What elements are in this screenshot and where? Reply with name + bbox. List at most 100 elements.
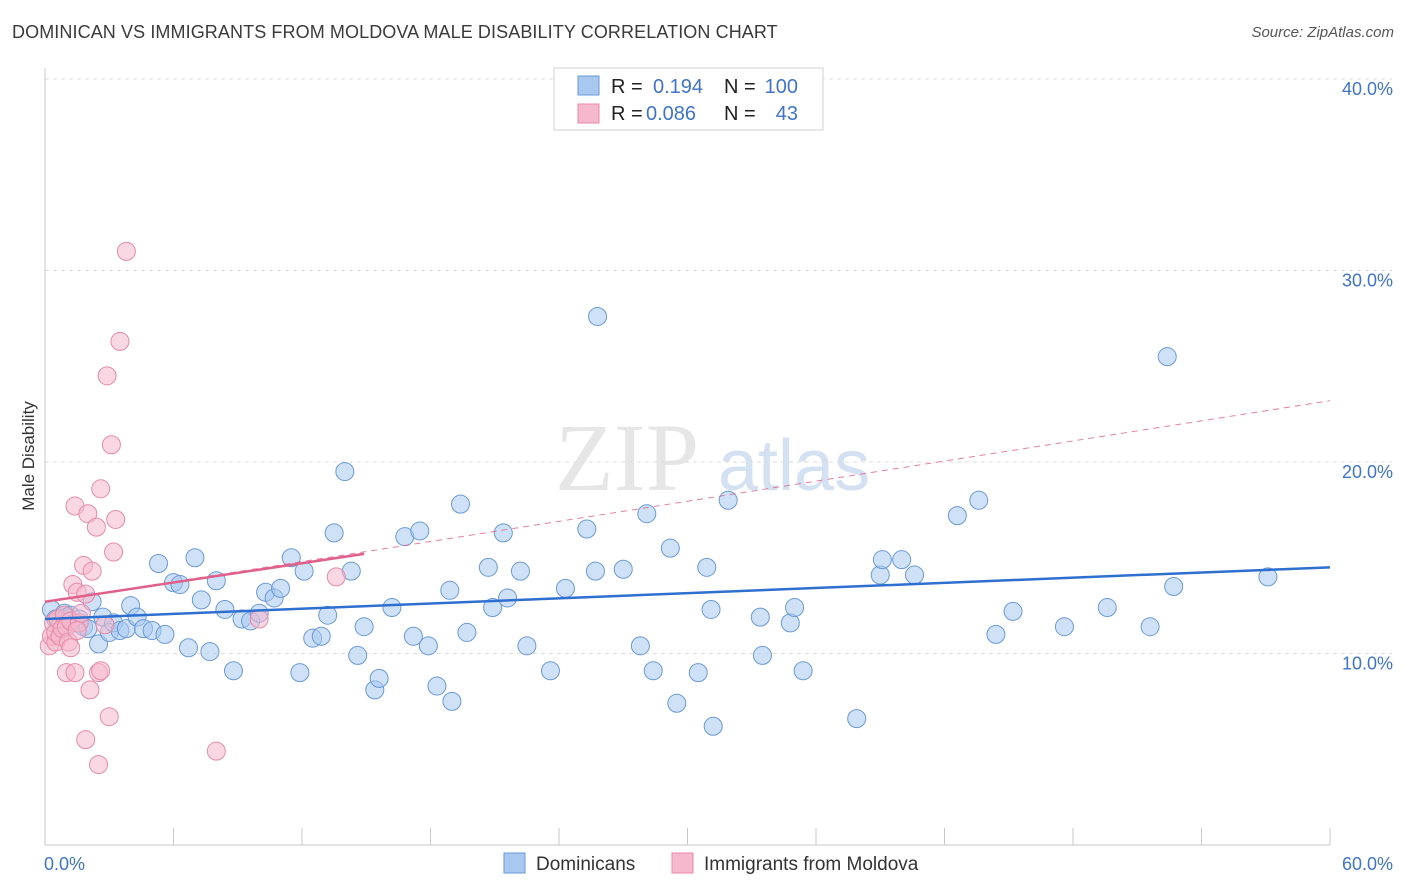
moldova-point [61,638,81,658]
moldova-point [67,621,87,641]
dominican-point [577,519,597,539]
dominican-point [637,504,657,524]
moldova-point [76,730,96,750]
dominican-point [498,588,518,608]
moldova-point [91,479,111,499]
dominican-point [688,663,708,683]
dominican-point [643,661,663,681]
legend-n-value-2: 43 [776,103,798,125]
moldova-point [110,331,130,351]
dominican-point [271,578,291,598]
moldova-point [326,567,346,587]
dominican-point [585,561,605,581]
legend-r-label-2: R = [611,103,643,125]
legend-r-value-2: 0.086 [646,103,696,125]
moldova-point [65,663,85,683]
watermark-zip: ZIP [555,404,699,511]
dominican-point [418,636,438,656]
source-credit: Source: ZipAtlas.com [1251,24,1394,41]
moldova-point [91,661,111,681]
watermark: ZIP atlas [555,404,870,511]
legend-r-label-1: R = [611,76,643,98]
dominican-point [178,638,198,658]
dominican-point [793,661,813,681]
dominican-point [427,676,447,696]
dominican-point [493,523,513,543]
y-tick-label: 20.0% [1342,462,1393,482]
dominican-point [785,598,805,618]
x-tick-label: 0.0% [44,854,85,874]
legend-n-value-1: 100 [765,76,798,98]
moldova-point [106,509,126,529]
moldova-point [86,517,106,537]
dominican-point [382,598,402,618]
moldova-point [97,366,117,386]
y-tick-labels: 10.0% 20.0% 30.0% 40.0% [1342,79,1393,674]
y-tick-label: 40.0% [1342,79,1393,99]
moldova-point [71,603,91,623]
chart-title: DOMINICAN VS IMMIGRANTS FROM MOLDOVA MAL… [12,22,778,42]
dominican-point [185,548,205,568]
dominican-point [1054,617,1074,637]
legend-n-label-1: N = [724,76,756,98]
dominicans-points [41,306,1278,736]
dominican-point [318,605,338,625]
dominican-point [478,557,498,577]
moldova-point [249,609,269,629]
dominican-point [947,506,967,526]
moldova-point [116,241,136,261]
dominican-point [588,306,608,326]
dominican-point [613,559,633,579]
series-legend-label-dominicans: Dominicans [536,854,635,875]
stats-legend: R = 0.194 N = 100 R = 0.086 N = 43 [553,67,824,131]
moldova-point [82,561,102,581]
dominican-point [410,521,430,541]
dominican-point [440,580,460,600]
dominican-point [701,599,721,619]
dominican-point [517,636,537,656]
dominican-point [752,645,772,665]
dominican-point [223,661,243,681]
dominican-point [540,661,560,681]
x-ticks: 0.0% 60.0% [44,828,1393,874]
dominican-point [872,550,892,570]
dominican-point [200,642,220,662]
dominican-point [905,565,925,585]
moldova-point [80,680,100,700]
dominican-point [354,617,374,637]
dominican-point [1258,567,1278,587]
x-tick-label: 60.0% [1342,854,1393,874]
dominican-point [311,626,331,646]
dominican-point [1157,347,1177,367]
dominican-point [191,590,211,610]
watermark-atlas: atlas [718,426,870,506]
dominican-point [969,490,989,510]
dominican-point [450,494,470,514]
dominican-point [324,523,344,543]
dominican-point [369,668,389,688]
dominican-point [697,557,717,577]
series-legend-label-moldova: Immigrants from Moldova [704,854,919,875]
moldova-point [89,755,109,775]
series-legend-swatch-moldova [671,852,694,874]
dominican-point [703,716,723,736]
dominican-point [457,622,477,642]
moldova-point [104,542,124,562]
dominican-point [1140,617,1160,637]
dominican-point [215,599,235,619]
legend-r-value-1: 0.194 [653,76,703,98]
dominican-point [442,691,462,711]
dominican-point [348,645,368,665]
dominican-point [403,626,423,646]
series-legend-swatch-dominicans [503,852,526,874]
trend-lines [44,400,1331,621]
y-tick-label: 10.0% [1342,654,1393,674]
moldova-point [99,707,119,727]
dominican-point [510,561,530,581]
moldova-trend-line [44,552,365,604]
dominican-point [986,624,1006,644]
gridlines [45,78,1392,654]
moldova-point [101,435,121,455]
y-tick-label: 30.0% [1342,271,1393,291]
